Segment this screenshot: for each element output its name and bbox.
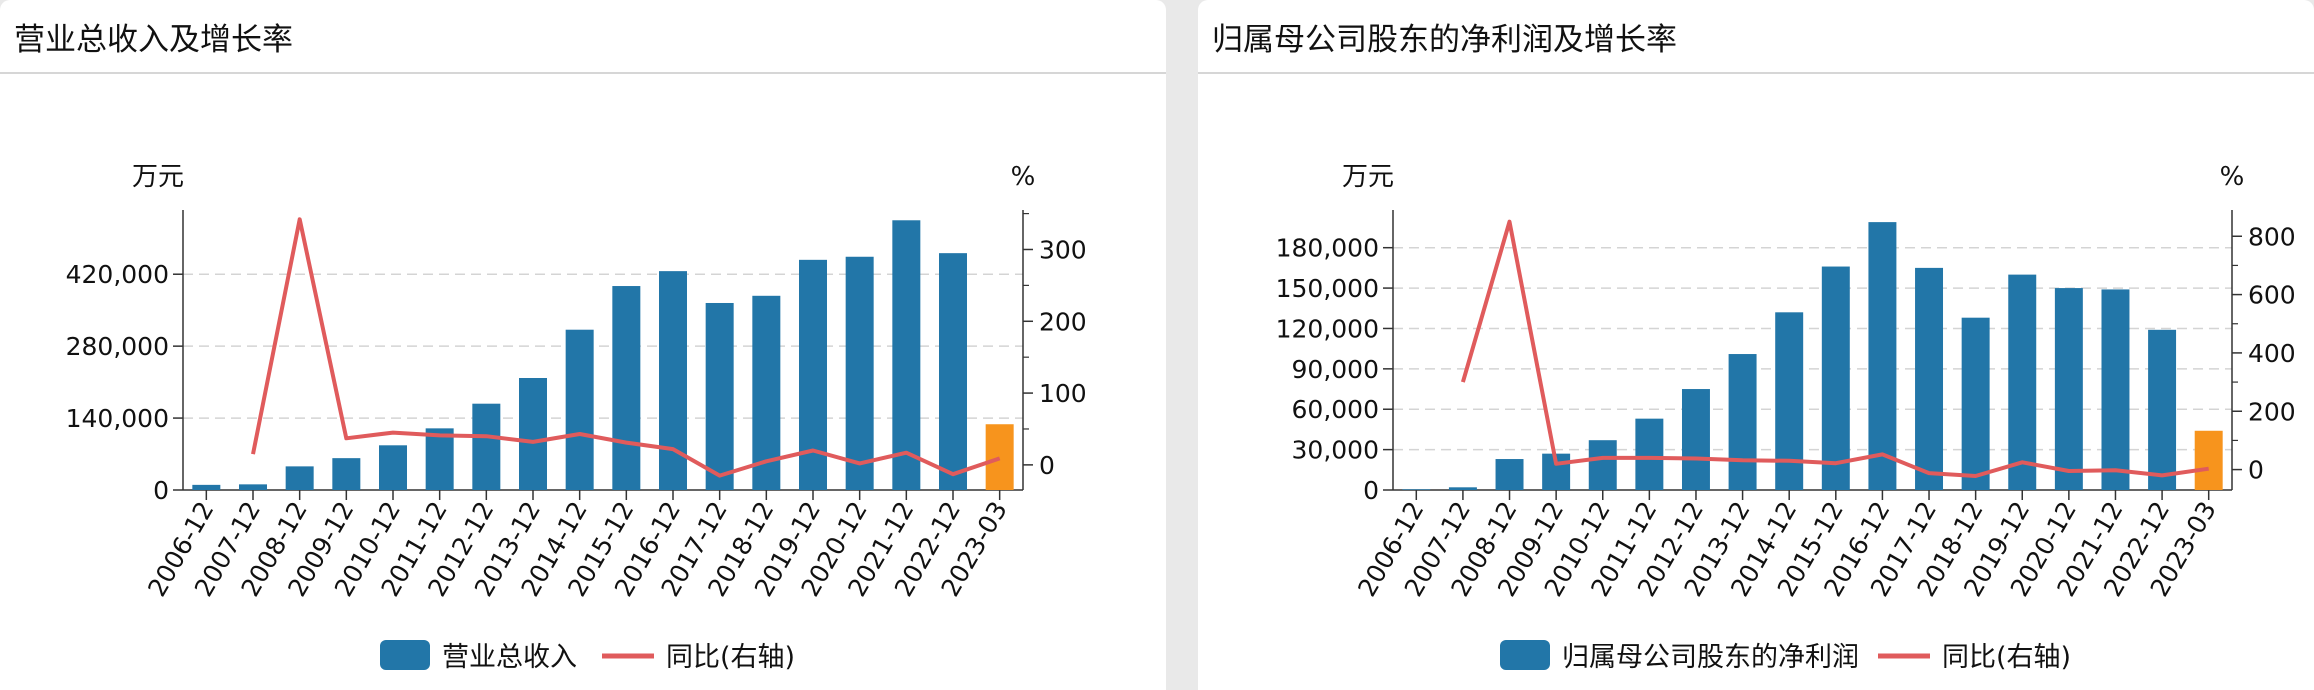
bar	[1588, 440, 1617, 490]
bar	[1635, 418, 1664, 490]
bar	[1775, 312, 1804, 490]
legend-swatch-bar	[1500, 640, 1550, 670]
bar	[612, 286, 641, 490]
bar	[2054, 288, 2083, 490]
panel-revenue: 营业总收入及增长率 万元% 0 140,000 280,000 420,000 0 100 2…	[0, 0, 1166, 690]
legend-label-line: 同比(右轴)	[1942, 642, 2071, 673]
bar	[472, 403, 501, 490]
bar	[239, 484, 267, 490]
y-left-tick-label: 180,000	[1276, 234, 1379, 263]
bar	[2101, 289, 2130, 490]
y-right-tick-label: 600	[2248, 281, 2296, 310]
net-profit-chart: 万元 % 0 30,000 60,000 90,000 120,000 150,000 180,…	[1276, 162, 2296, 673]
y-right-tick-label: 800	[2248, 222, 2296, 251]
y-left-tick-label: 420,000	[66, 260, 169, 289]
bar	[2148, 329, 2177, 490]
y-right-unit: %	[2220, 162, 2245, 192]
title-divider	[1198, 72, 2314, 74]
chart-title: 归属母公司股东的净利润及增长率	[1212, 22, 1677, 58]
legend-label-bar: 归属母公司股东的净利润	[1562, 642, 1859, 673]
bar	[659, 271, 687, 490]
bar	[2194, 430, 2223, 490]
y-right-tick-label: 100	[1039, 379, 1087, 408]
bar	[192, 484, 221, 490]
y-left-unit: 万元	[1342, 162, 1394, 192]
legend-label-line: 同比(右轴)	[666, 642, 795, 673]
legend-swatch-bar	[380, 640, 430, 670]
bar	[985, 424, 1014, 490]
bar	[425, 428, 454, 490]
y-left-tick-label: 60,000	[1292, 395, 1379, 424]
bar	[939, 253, 967, 490]
bar	[1681, 389, 1710, 490]
y-right-tick-label: 0	[2248, 456, 2264, 485]
bar	[1728, 354, 1757, 490]
bar	[1961, 317, 1990, 490]
bar	[705, 302, 734, 490]
bar	[1402, 489, 1431, 490]
bar	[565, 329, 594, 490]
bar	[799, 259, 827, 490]
panel-net-profit: 归属母公司股东的净利润及增长率 万元% 0 30,000 60,000 90,000 12…	[1198, 0, 2314, 690]
chart-title: 营业总收入及增长率	[14, 22, 293, 58]
y-left-unit: 万元	[132, 162, 184, 192]
revenue-chart: 万元 %0140,000280,000420,00001002003002006-…	[66, 162, 1087, 673]
y-right-tick-label: 0	[1039, 451, 1055, 480]
y-right-tick-label: 400	[2248, 339, 2296, 368]
y-left-tick-label: 0	[1363, 476, 1379, 505]
y-left-tick-label: 280,000	[66, 332, 169, 361]
yoy-line	[1460, 219, 2209, 478]
bar	[332, 458, 361, 490]
bar	[1495, 459, 1524, 490]
y-right-unit: %	[1011, 162, 1036, 192]
title-divider	[0, 72, 1166, 74]
bar	[1448, 487, 1477, 490]
bar	[285, 466, 314, 490]
bar	[892, 220, 921, 491]
yoy-line	[251, 217, 1001, 478]
y-right-tick-label: 200	[1039, 307, 1087, 336]
bar	[2008, 274, 2037, 490]
y-left-tick-label: 0	[153, 476, 169, 505]
y-right-tick-label: 300	[1039, 235, 1087, 264]
y-left-tick-label: 30,000	[1292, 436, 1379, 465]
y-left-tick-label: 140,000	[66, 404, 169, 433]
bar	[1915, 267, 1944, 490]
bar	[379, 445, 407, 490]
bar	[519, 378, 547, 490]
y-right-tick-label: 200	[2248, 397, 2296, 426]
legend-label-bar: 营业总收入	[442, 642, 577, 673]
y-left-tick-label: 150,000	[1276, 274, 1379, 303]
bar	[845, 256, 874, 490]
y-left-tick-label: 120,000	[1276, 314, 1379, 343]
y-left-tick-label: 90,000	[1292, 355, 1379, 384]
bar	[1868, 222, 1897, 490]
bar	[1821, 266, 1850, 490]
